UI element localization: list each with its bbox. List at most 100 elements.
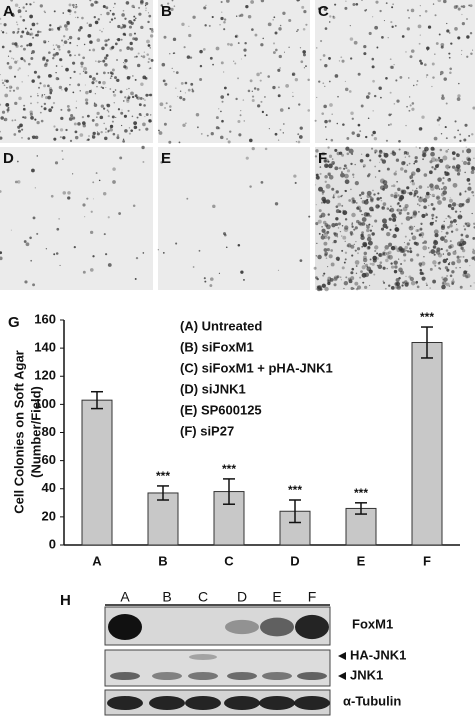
colony [430,151,435,157]
colony [376,257,379,260]
colony [74,11,77,14]
colony [209,284,213,287]
colony [30,95,32,98]
colony [218,108,220,110]
colony [325,138,328,141]
colony [16,180,21,184]
colony [186,55,191,59]
colony [361,213,363,216]
colony [148,67,151,70]
colony [447,215,450,218]
colony [333,194,335,196]
colony [405,124,407,127]
colony [390,113,393,116]
colony [361,153,363,155]
colony [109,88,112,90]
colony [333,239,337,244]
colony [462,150,464,153]
colony [49,24,52,27]
colony [421,115,425,119]
colony [147,61,150,64]
colony [332,242,334,244]
colony [220,16,224,21]
colony [55,128,59,132]
colony [294,77,299,82]
colony [328,80,331,83]
colony [367,242,370,244]
colony [368,284,371,287]
colony [130,91,134,96]
colony [448,198,453,203]
colony [336,151,341,156]
colony [400,209,403,212]
colony [441,96,445,100]
colony [21,128,24,131]
colony [472,248,474,250]
colony [144,99,146,101]
colony [0,103,2,106]
colony [136,96,139,99]
colony [59,264,61,266]
colony [325,183,331,189]
colony [420,223,423,225]
colony [409,176,411,178]
colony [452,157,456,161]
panel-label: E [161,150,171,167]
colony [11,119,14,122]
colony [334,3,337,6]
colony [316,242,318,244]
colony [415,229,419,233]
colony [30,115,34,120]
colony [44,11,46,14]
colony [387,254,393,260]
colony [439,158,444,163]
colony [13,133,17,136]
colony [282,11,286,15]
colony [324,85,326,87]
colony [406,242,410,246]
colony [47,40,50,43]
colony [147,20,150,24]
colony [348,279,353,284]
colony [144,115,146,118]
colony [435,164,439,169]
colony [133,6,136,9]
colony [345,276,348,279]
colony [354,226,358,230]
colony [94,0,98,4]
colony [80,61,84,66]
colony [134,17,137,20]
colony [351,199,356,204]
colony [88,90,92,94]
colony [196,126,199,129]
colony [445,249,449,252]
colony [107,263,112,267]
colony [24,280,28,284]
colony [7,111,9,113]
colony [136,63,141,68]
colony [429,287,431,289]
colony [338,151,343,155]
colony [382,223,388,229]
colony [12,58,15,60]
colony [65,27,69,31]
colony [260,100,263,103]
colony [195,113,200,117]
colony [362,255,367,260]
colony [182,97,186,101]
colony [459,256,462,258]
colony [391,246,393,249]
colony [25,3,28,6]
colony [362,164,366,168]
colony [84,122,86,125]
colony [409,181,412,183]
colony [237,243,241,247]
colony [466,178,471,182]
colony [456,258,462,264]
colony [117,108,121,111]
colony [77,16,79,19]
colony [102,80,106,85]
colony [209,56,213,60]
colony [414,159,418,163]
colony [36,22,39,25]
